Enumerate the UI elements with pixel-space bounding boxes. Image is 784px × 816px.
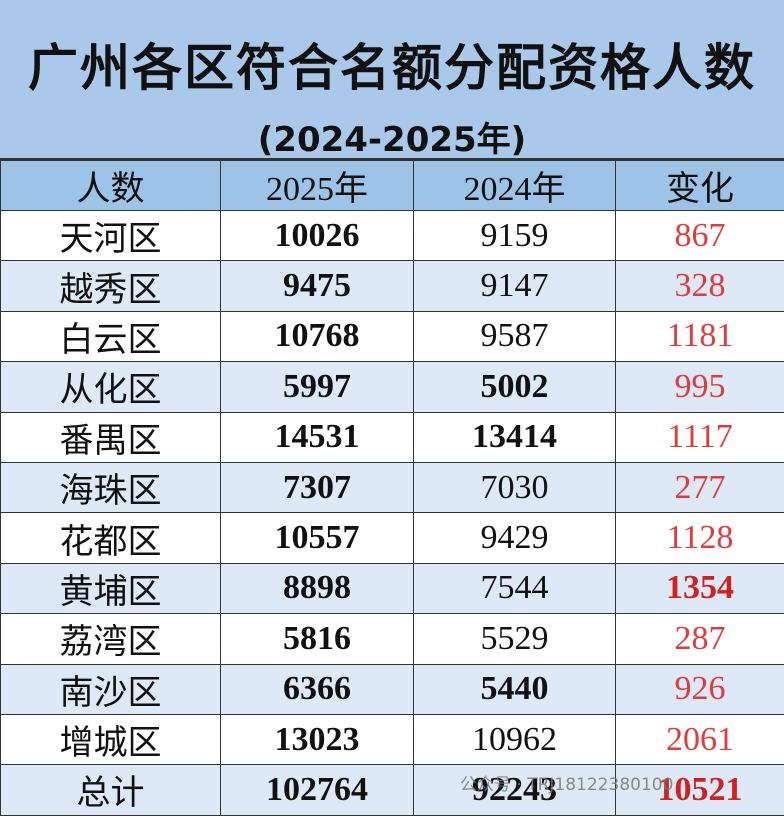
column-header: 2025年: [221, 161, 414, 211]
cell: 9147: [414, 261, 616, 311]
cell: 1354: [616, 563, 784, 613]
cell: 13414: [414, 412, 616, 462]
cell: 10026: [221, 211, 414, 261]
row-label: 越秀区: [1, 261, 221, 311]
cell: 13023: [221, 714, 414, 764]
watermark: 公众号 · TRJ18122380100: [460, 770, 673, 795]
cell: 1128: [616, 513, 784, 563]
row-label: 海珠区: [1, 462, 221, 512]
cell: 277: [616, 462, 784, 512]
column-header: 人数: [1, 161, 221, 211]
cell: 287: [616, 614, 784, 664]
cell: 9587: [414, 311, 616, 361]
cell: 10962: [414, 714, 616, 764]
cell: 1181: [616, 311, 784, 361]
column-header: 2024年: [414, 161, 616, 211]
row-label: 天河区: [1, 211, 221, 261]
cell: 5816: [221, 614, 414, 664]
cell: 5997: [221, 362, 414, 412]
row-label: 南沙区: [1, 664, 221, 714]
row-label: 增城区: [1, 714, 221, 764]
row-label: 白云区: [1, 311, 221, 361]
cell: 8898: [221, 563, 414, 613]
cell: 867: [616, 211, 784, 261]
row-label: 总计: [1, 765, 221, 815]
row-label: 黄埔区: [1, 563, 221, 613]
cell: 9159: [414, 211, 616, 261]
cell: 926: [616, 664, 784, 714]
row-label: 花都区: [1, 513, 221, 563]
cell: 6366: [221, 664, 414, 714]
cell: 102764: [221, 765, 414, 815]
cell: 328: [616, 261, 784, 311]
cell: 7307: [221, 462, 414, 512]
column-header: 变化: [616, 161, 784, 211]
cell: 1117: [616, 412, 784, 462]
header: 广州各区符合名额分配资格人数 (2024-2025年): [0, 0, 784, 160]
cell: 10557: [221, 513, 414, 563]
cell: 14531: [221, 412, 414, 462]
cell: 9429: [414, 513, 616, 563]
cell: 995: [616, 362, 784, 412]
row-label: 番禺区: [1, 412, 221, 462]
row-label: 荔湾区: [1, 614, 221, 664]
cell: 9475: [221, 261, 414, 311]
cell: 5529: [414, 614, 616, 664]
cell: 2061: [616, 714, 784, 764]
row-label: 从化区: [1, 362, 221, 412]
cell: 5440: [414, 664, 616, 714]
subtitle: (2024-2025年): [0, 112, 784, 161]
cell: 5002: [414, 362, 616, 412]
cell: 7544: [414, 563, 616, 613]
cell: 7030: [414, 462, 616, 512]
cell: 10768: [221, 311, 414, 361]
title: 广州各区符合名额分配资格人数: [0, 0, 784, 100]
